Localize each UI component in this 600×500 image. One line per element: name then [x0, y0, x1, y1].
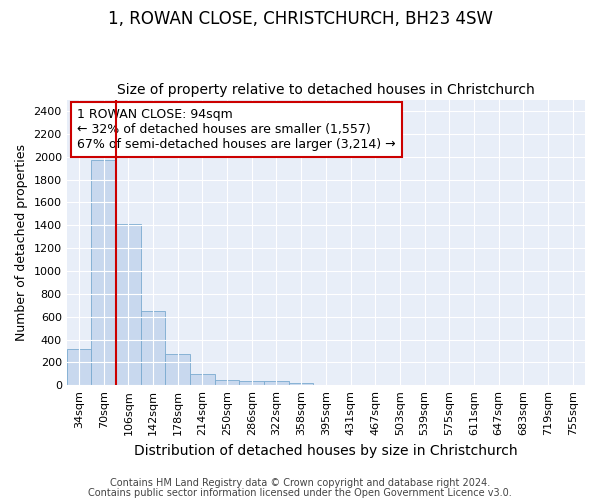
X-axis label: Distribution of detached houses by size in Christchurch: Distribution of detached houses by size …	[134, 444, 518, 458]
Bar	[67, 348, 91, 386]
Bar	[264, 382, 289, 386]
Bar	[91, 160, 116, 386]
Bar	[141, 311, 166, 386]
Text: Contains HM Land Registry data © Crown copyright and database right 2024.: Contains HM Land Registry data © Crown c…	[110, 478, 490, 488]
Bar	[239, 380, 264, 386]
Bar	[190, 374, 215, 386]
Bar	[215, 380, 239, 386]
Title: Size of property relative to detached houses in Christchurch: Size of property relative to detached ho…	[117, 83, 535, 97]
Text: 1 ROWAN CLOSE: 94sqm
← 32% of detached houses are smaller (1,557)
67% of semi-de: 1 ROWAN CLOSE: 94sqm ← 32% of detached h…	[77, 108, 395, 151]
Text: 1, ROWAN CLOSE, CHRISTCHURCH, BH23 4SW: 1, ROWAN CLOSE, CHRISTCHURCH, BH23 4SW	[107, 10, 493, 28]
Y-axis label: Number of detached properties: Number of detached properties	[15, 144, 28, 341]
Bar	[289, 383, 313, 386]
Bar	[116, 224, 141, 386]
Bar	[166, 354, 190, 386]
Text: Contains public sector information licensed under the Open Government Licence v3: Contains public sector information licen…	[88, 488, 512, 498]
